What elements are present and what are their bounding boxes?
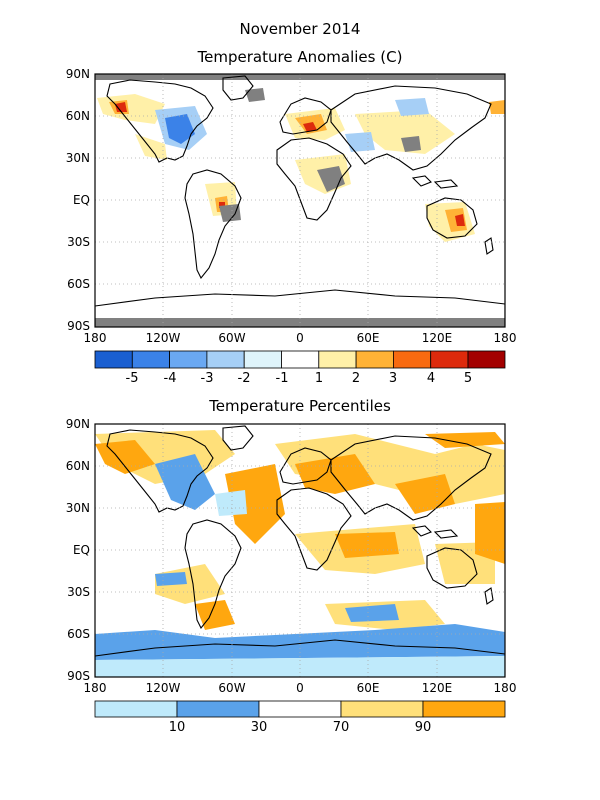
lon-label: 60E	[356, 331, 380, 345]
percentiles-colorbar	[94, 700, 506, 718]
lon-label: 0	[296, 331, 304, 345]
colorbar-swatch	[243, 350, 282, 369]
lat-label: 60N	[65, 109, 90, 123]
colorbar-swatch	[392, 350, 432, 369]
colorbar-label: 1	[314, 371, 324, 386]
lat-label: 90S	[67, 319, 90, 333]
colorbar-label: 70	[332, 720, 350, 735]
lon-label: 120W	[145, 331, 181, 345]
colorbar-label: 3	[388, 371, 398, 386]
lon-label: 60E	[356, 681, 380, 695]
missing-data-band-north	[95, 74, 505, 80]
colorbar-swatch	[206, 350, 245, 369]
colorbar-label: -1	[275, 371, 289, 386]
graticule	[95, 74, 505, 327]
anomalies-map	[95, 74, 505, 327]
lat-label: 30N	[65, 501, 90, 515]
anomalies-colorbar	[94, 350, 506, 369]
lat-label: EQ	[72, 543, 90, 557]
colorbar-label: 10	[168, 720, 186, 735]
colorbar-swatch	[94, 350, 133, 369]
colorbar-swatch	[258, 700, 342, 718]
colorbar-swatch	[176, 700, 260, 718]
colorbar-label: -2	[237, 371, 251, 386]
graticule	[95, 424, 505, 677]
percentiles-map	[95, 424, 505, 677]
lon-label: 0	[296, 681, 304, 695]
colorbar-swatch	[430, 350, 469, 369]
percentiles-map-title: Temperature Percentiles	[209, 397, 391, 415]
colorbar-label: -5	[125, 371, 139, 386]
lon-label: 60W	[218, 331, 246, 345]
colorbar-label: 4	[426, 371, 436, 386]
lat-label: 90N	[65, 67, 90, 81]
lat-label: 30S	[67, 235, 90, 249]
colorbar-label: -3	[200, 371, 214, 386]
lat-label: 90N	[65, 417, 90, 431]
lon-label: 120E	[421, 331, 453, 345]
lat-label: 60N	[65, 459, 90, 473]
colorbar-swatch	[355, 350, 394, 369]
lat-label: 90S	[67, 669, 90, 683]
colorbar-label: 5	[463, 371, 473, 386]
lat-label: 30N	[65, 151, 90, 165]
lon-label: 180	[493, 331, 517, 345]
lon-label: 120W	[145, 681, 181, 695]
colorbar-swatch	[340, 700, 424, 718]
colorbar-swatch	[281, 350, 320, 369]
lat-label: 60S	[67, 277, 90, 291]
anomalies-map-frame	[94, 73, 506, 328]
lon-label: 180	[493, 681, 517, 695]
lon-label: 180	[83, 331, 107, 345]
lat-label: 60S	[67, 627, 90, 641]
lon-label: 120E	[421, 681, 453, 695]
anomalies-map-title: Temperature Anomalies (C)	[197, 48, 403, 66]
colorbar-label: 90	[414, 720, 432, 735]
colorbar-label: 2	[351, 371, 361, 386]
lon-label: 60W	[218, 681, 246, 695]
colorbar-label: -4	[163, 371, 177, 386]
page-title: November 2014	[239, 20, 361, 38]
colorbar-swatch	[94, 700, 178, 718]
colorbar-swatch	[131, 350, 171, 369]
lon-label: 180	[83, 681, 107, 695]
colorbar-label: 30	[250, 720, 268, 735]
percentiles-map-frame	[94, 423, 506, 678]
colorbar-swatch	[318, 350, 357, 369]
lat-label: EQ	[72, 193, 90, 207]
colorbar-swatch	[422, 700, 506, 718]
lat-label: 30S	[67, 585, 90, 599]
colorbar-swatch	[169, 350, 208, 369]
colorbar-swatch	[467, 350, 506, 369]
